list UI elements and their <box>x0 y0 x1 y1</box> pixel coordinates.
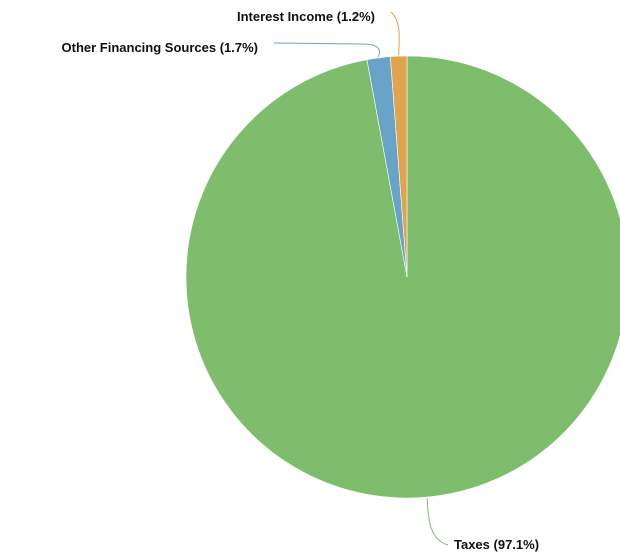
leader-line-taxes <box>426 498 449 546</box>
slice-label-interest-income: Interest Income (1.2%) <box>237 9 375 24</box>
pie-slice-taxes <box>185 55 620 499</box>
slice-label-taxes: Taxes (97.1%) <box>454 537 539 552</box>
leader-line-other-financing-sources <box>273 42 381 57</box>
pie-slices <box>185 55 620 499</box>
slice-labels: Taxes (97.1%) Other Financing Sources (1… <box>62 9 540 552</box>
leader-lines <box>273 11 449 546</box>
leader-line-interest-income <box>390 11 400 56</box>
slice-label-other-financing-sources: Other Financing Sources (1.7%) <box>62 40 259 55</box>
pie-slice-interest-income <box>390 55 408 278</box>
